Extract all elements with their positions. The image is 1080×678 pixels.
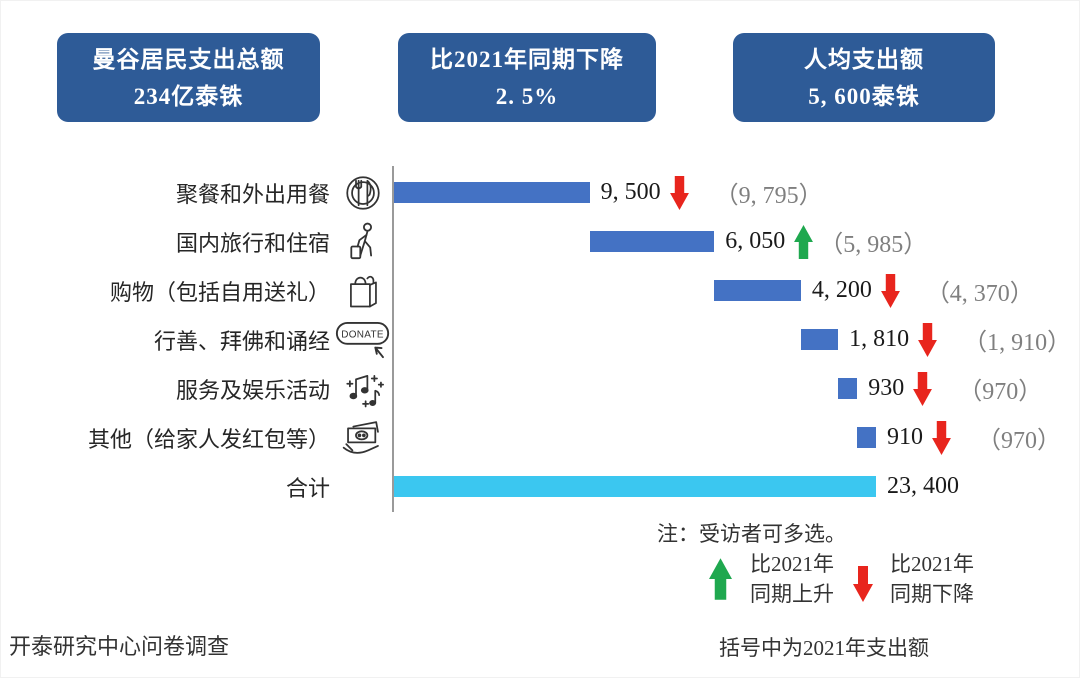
- category-label: 合计: [285, 475, 330, 501]
- summary-card-per-capita: 人均支出额 5, 600泰铢: [733, 33, 995, 122]
- bar: [838, 378, 858, 399]
- value-label: 910: [887, 424, 923, 450]
- chart-row-other: 其他（给家人发红包等） 910 （970）: [0, 413, 1080, 462]
- donate-icon: DONATE: [332, 315, 394, 364]
- down-arrow-icon: [880, 273, 900, 308]
- value-label: 23, 400: [887, 473, 959, 499]
- bar: [714, 280, 801, 301]
- summary-card-line1: 比2021年同期下降: [430, 46, 624, 72]
- prev-year-label: （1, 910）: [963, 330, 1072, 356]
- legend-up-label: 比2021年 同期上升: [750, 552, 834, 606]
- bar: [800, 329, 839, 350]
- summary-card-line2: 2. 5%: [495, 83, 559, 109]
- legend-down-label: 比2021年 同期下降: [890, 552, 974, 606]
- chart-row-travel: 国内旅行和住宿 6, 050 （5, 985）: [0, 217, 1080, 266]
- total-bar: [394, 476, 876, 497]
- up-arrow-icon: [794, 224, 814, 259]
- vertical-axis-line: [392, 166, 394, 512]
- value-label: 9, 500: [600, 179, 661, 205]
- prev-year-label: （970）: [958, 379, 1043, 405]
- summary-card-line2: 234亿泰铢: [133, 83, 244, 109]
- chart-row-shopping: 购物（包括自用送礼） 4, 200 （4, 370）: [0, 266, 1080, 315]
- parenthesis-explanation-text: 括号中为2021年支出额: [719, 636, 929, 660]
- down-arrow-icon: [932, 420, 951, 455]
- svg-text:DONATE: DONATE: [341, 329, 384, 340]
- down-arrow-icon: [918, 322, 938, 357]
- category-label: 服务及娱乐活动: [175, 377, 330, 403]
- chart-row-total: 合计 23, 400: [0, 462, 1080, 511]
- bar: [589, 231, 715, 252]
- dining-icon: [332, 168, 394, 217]
- cash-icon: [332, 413, 394, 462]
- category-label: 其他（给家人发红包等）: [87, 426, 330, 452]
- summary-card-line1: 人均支出额: [804, 46, 924, 72]
- bar: [857, 427, 876, 448]
- prev-year-label: （9, 795）: [714, 183, 823, 209]
- music-icon: [332, 364, 394, 413]
- value-label: 6, 050: [725, 228, 786, 254]
- prev-year-label: （5, 985）: [819, 232, 928, 258]
- value-label: 4, 200: [811, 277, 872, 303]
- legend-up-arrow-icon: [709, 558, 732, 600]
- prev-year-label: （970）: [977, 428, 1061, 454]
- value-label: 1, 810: [849, 326, 910, 352]
- bar: [394, 182, 590, 203]
- chart-row-entertainment: 服务及娱乐活动 930 （970）: [0, 364, 1080, 413]
- summary-card-yoy-change: 比2021年同期下降 2. 5%: [398, 33, 656, 122]
- note-text: 注：受访者可多选。: [657, 522, 846, 546]
- source-text: 开泰研究中心问卷调查: [9, 634, 230, 659]
- summary-card-line1: 曼谷居民支出总额: [92, 46, 285, 72]
- down-arrow-icon: [913, 371, 933, 406]
- category-label: 国内旅行和住宿: [175, 230, 330, 256]
- category-label: 购物（包括自用送礼）: [109, 279, 330, 305]
- category-label: 行善、拜佛和诵经: [153, 328, 330, 354]
- legend-down-arrow-icon: [853, 566, 873, 602]
- category-label: 聚餐和外出用餐: [175, 181, 330, 207]
- travel-icon: [332, 217, 394, 266]
- chart-row-donate: 行善、拜佛和诵经 DONATE 1, 810 （1, 910）: [0, 315, 1080, 364]
- down-arrow-icon: [669, 175, 689, 210]
- prev-year-label: （4, 370）: [925, 281, 1034, 307]
- summary-card-line2: 5, 600泰铢: [808, 83, 920, 109]
- summary-card-total-spending: 曼谷居民支出总额 234亿泰铢: [57, 33, 320, 122]
- chart-row-dining: 聚餐和外出用餐 9, 500 （9, 795）: [0, 168, 1080, 217]
- shopping-bag-icon: [332, 266, 394, 315]
- value-label: 930: [868, 375, 905, 401]
